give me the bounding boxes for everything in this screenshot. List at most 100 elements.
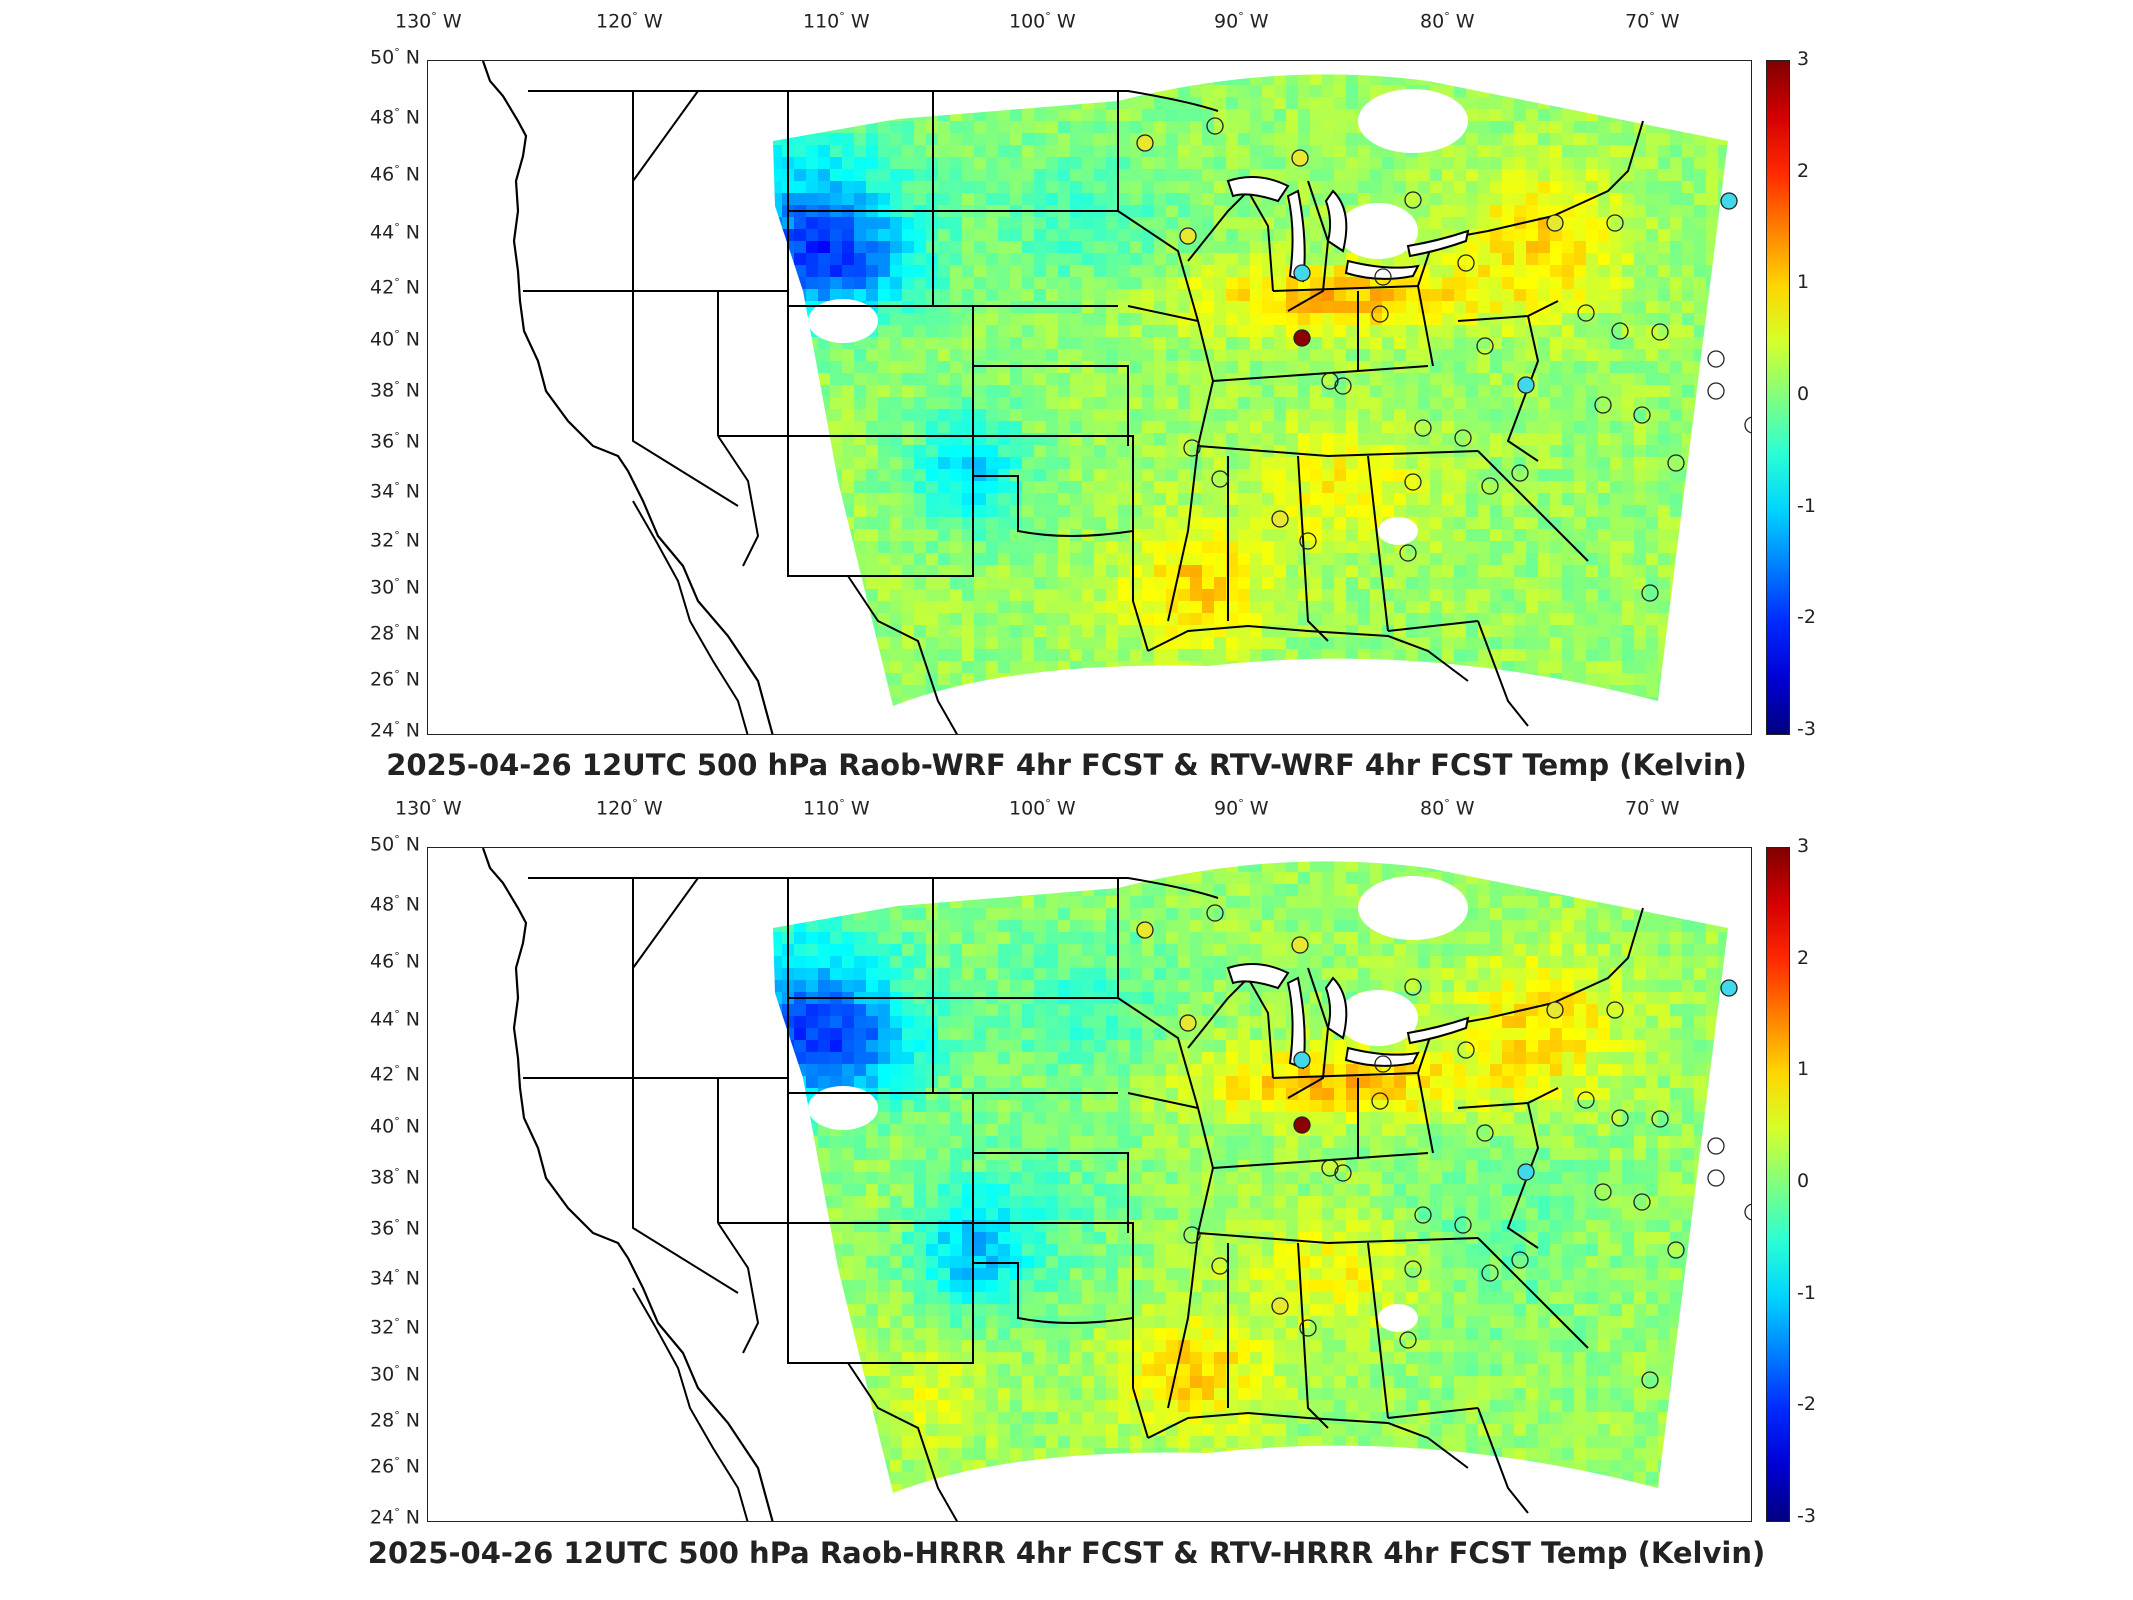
colorbar-tick-label: 0 bbox=[1797, 383, 1810, 405]
latitude-tick-label: 42° N bbox=[370, 276, 420, 299]
raob-station-marker bbox=[1476, 337, 1494, 355]
raob-station-marker bbox=[1651, 1110, 1669, 1128]
raob-station-marker bbox=[1641, 1371, 1659, 1389]
raob-station-marker bbox=[1404, 473, 1422, 491]
raob-station-marker bbox=[1299, 1319, 1317, 1337]
colorbar-tick-label: -1 bbox=[1797, 1281, 1816, 1304]
latitude-tick-label: 42° N bbox=[370, 1063, 420, 1086]
raob-station-marker bbox=[1404, 978, 1422, 996]
latitude-tick-label: 32° N bbox=[370, 529, 420, 552]
panel-wrf: 130° W 120° W 110° W 100° W 90° W 80° W 70° W … bbox=[0, 0, 2133, 790]
longitude-tick-label: 90° W bbox=[1214, 10, 1269, 33]
state-borders bbox=[481, 61, 1644, 734]
raob-station-marker bbox=[1179, 227, 1197, 245]
raob-station-marker bbox=[1594, 1183, 1612, 1201]
temperature-anomaly-field bbox=[773, 861, 1728, 1494]
colorbar-tick-label: 2 bbox=[1797, 946, 1810, 969]
latitude-tick-label: 50° N bbox=[370, 833, 420, 856]
raob-station-marker bbox=[1457, 254, 1475, 272]
raob-station-marker bbox=[1611, 322, 1629, 340]
latitude-tick-label: 32° N bbox=[370, 1316, 420, 1339]
raob-station-marker bbox=[1744, 416, 1751, 434]
colorbar-tick-label: -3 bbox=[1797, 718, 1816, 740]
latitude-tick-label: 30° N bbox=[370, 576, 420, 599]
raob-station-marker bbox=[1136, 921, 1154, 939]
raob-station-marker bbox=[1476, 1124, 1494, 1142]
raob-station-marker bbox=[1577, 1091, 1595, 1109]
raob-station-marker bbox=[1183, 1226, 1201, 1244]
state-borders bbox=[481, 848, 1644, 1521]
colorbar-tick-label: 2 bbox=[1797, 159, 1810, 182]
latitude-tick-label: 48° N bbox=[370, 106, 420, 129]
colorbar-tick-label: -2 bbox=[1797, 606, 1816, 629]
colorbar-tick-label: 1 bbox=[1797, 271, 1810, 294]
raob-station-marker bbox=[1511, 464, 1529, 482]
raob-station-marker bbox=[1594, 396, 1612, 414]
latitude-tick-label: 38° N bbox=[370, 379, 420, 402]
colorbar-tick-label: -3 bbox=[1797, 1505, 1816, 1527]
longitude-tick-label: 130° W bbox=[395, 10, 462, 33]
raob-station-marker bbox=[1291, 936, 1309, 954]
raob-station-marker bbox=[1517, 1163, 1535, 1181]
raob-station-marker bbox=[1707, 382, 1725, 400]
colorbar-hrrr bbox=[1766, 847, 1790, 1522]
longitude-tick-label: 130° W bbox=[395, 797, 462, 820]
map-frame-wrf bbox=[427, 60, 1752, 735]
latitude-tick-label: 30° N bbox=[370, 1363, 420, 1386]
raob-station-marker bbox=[1206, 904, 1224, 922]
raob-station-marker bbox=[1334, 377, 1352, 395]
temperature-anomaly-field bbox=[773, 74, 1728, 707]
raob-station-marker bbox=[1291, 149, 1309, 167]
raob-station-marker bbox=[1517, 376, 1535, 394]
longitude-tick-label: 70° W bbox=[1625, 797, 1680, 820]
longitude-tick-label: 80° W bbox=[1420, 10, 1475, 33]
raob-station-marker bbox=[1577, 304, 1595, 322]
raob-station-marker bbox=[1720, 192, 1738, 210]
raob-station-marker bbox=[1606, 1001, 1624, 1019]
raob-station-marker bbox=[1546, 214, 1564, 232]
colorbar-tick-label: 1 bbox=[1797, 1058, 1810, 1081]
colorbar-tick-label: 0 bbox=[1797, 1170, 1810, 1192]
raob-station-marker bbox=[1454, 1216, 1472, 1234]
longitude-tick-label: 120° W bbox=[596, 797, 663, 820]
panel-title-wrf: 2025-04-26 12UTC 500 hPa Raob-WRF 4hr FC… bbox=[386, 748, 1747, 782]
latitude-tick-label: 38° N bbox=[370, 1166, 420, 1189]
latitude-tick-label: 46° N bbox=[370, 950, 420, 973]
latitude-tick-label: 36° N bbox=[370, 1217, 420, 1240]
raob-station-marker bbox=[1641, 584, 1659, 602]
raob-station-marker bbox=[1633, 1193, 1651, 1211]
longitude-tick-label: 70° W bbox=[1625, 10, 1680, 33]
longitude-tick-label: 120° W bbox=[596, 10, 663, 33]
colorbar-tick-label: -1 bbox=[1797, 494, 1816, 517]
latitude-tick-label: 36° N bbox=[370, 430, 420, 453]
raob-station-marker bbox=[1606, 214, 1624, 232]
latitude-tick-label: 26° N bbox=[370, 1455, 420, 1478]
raob-station-marker bbox=[1404, 1260, 1422, 1278]
raob-station-marker bbox=[1371, 305, 1389, 323]
latitude-tick-label: 24° N bbox=[370, 719, 420, 742]
longitude-tick-label: 100° W bbox=[1009, 797, 1076, 820]
map-svg-wrf bbox=[481, 61, 1751, 734]
latitude-tick-label: 44° N bbox=[370, 1008, 420, 1031]
latitude-tick-label: 24° N bbox=[370, 1506, 420, 1529]
map-frame-hrrr bbox=[427, 847, 1752, 1522]
raob-station-marker bbox=[1371, 1092, 1389, 1110]
raob-station-marker bbox=[1321, 372, 1339, 390]
raob-station-marker bbox=[1299, 532, 1317, 550]
raob-station-marker bbox=[1374, 268, 1392, 286]
raob-station-marker bbox=[1414, 1206, 1432, 1224]
raob-station-marker bbox=[1293, 1051, 1311, 1069]
raob-station-marker bbox=[1374, 1055, 1392, 1073]
latitude-tick-label: 28° N bbox=[370, 1409, 420, 1432]
raob-station-marker bbox=[1744, 1203, 1751, 1221]
longitude-tick-label: 80° W bbox=[1420, 797, 1475, 820]
latitude-tick-label: 40° N bbox=[370, 328, 420, 351]
latitude-tick-label: 34° N bbox=[370, 1267, 420, 1290]
raob-station-marker bbox=[1457, 1041, 1475, 1059]
colorbar-tick-label: 3 bbox=[1797, 48, 1810, 70]
raob-station-marker bbox=[1404, 191, 1422, 209]
raob-stations bbox=[1136, 117, 1751, 602]
raob-station-marker bbox=[1293, 329, 1311, 347]
raob-station-marker bbox=[1293, 264, 1311, 282]
longitude-tick-label: 100° W bbox=[1009, 10, 1076, 33]
